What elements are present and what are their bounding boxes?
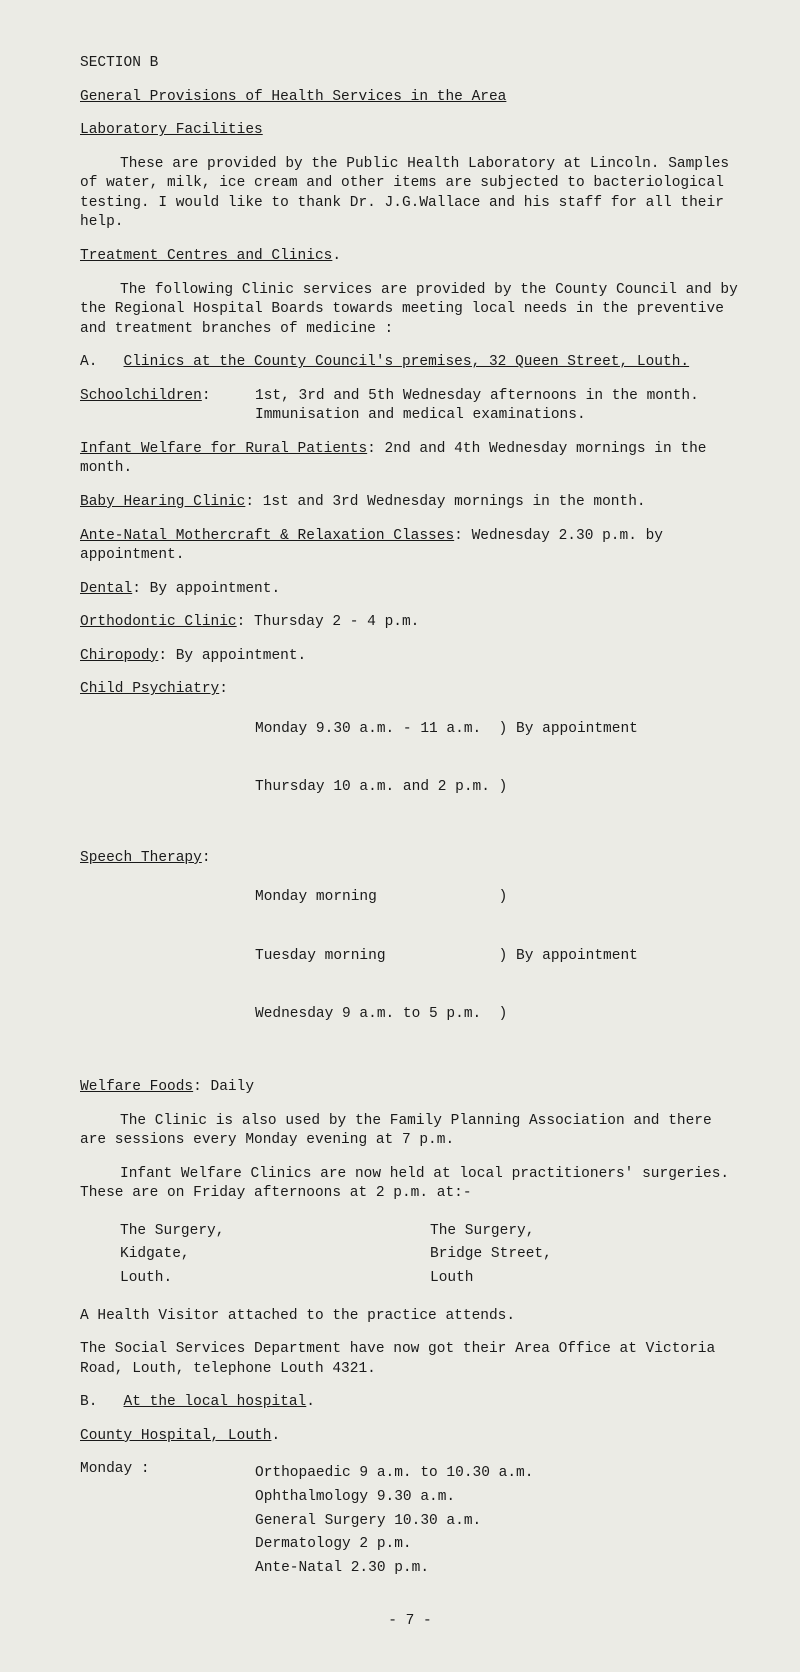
ante-natal-label: Ante-Natal Mothercraft & Relaxation Clas… xyxy=(80,528,454,544)
chiropody-value: : By appointment. xyxy=(158,648,306,664)
monday-line2: Ophthalmology 9.30 a.m. xyxy=(255,1488,740,1508)
speech-line3: Wednesday 9 a.m. to 5 p.m. ) xyxy=(255,1005,740,1025)
infant-welfare-para: Infant Welfare Clinics are now held at l… xyxy=(80,1165,740,1204)
monday-label: Monday : xyxy=(80,1460,255,1582)
welfare-foods-label: Welfare Foods xyxy=(80,1079,193,1095)
baby-hearing-value: : 1st and 3rd Wednesday mornings in the … xyxy=(245,494,645,510)
speech-therapy-label: Speech Therapy xyxy=(80,850,202,866)
chiropody-label: Chiropody xyxy=(80,648,158,664)
clinic-usage-para: The Clinic is also used by the Family Pl… xyxy=(80,1112,740,1151)
section-b-label: B. xyxy=(80,1394,97,1410)
surgery2-line2: Bridge Street, xyxy=(430,1245,740,1265)
schoolchildren-value: 1st, 3rd and 5th Wednesday afternoons in… xyxy=(255,387,740,426)
monday-line4: Dermatology 2 p.m. xyxy=(255,1535,740,1555)
social-services-para: The Social Services Department have now … xyxy=(80,1340,740,1379)
section-title: SECTION B xyxy=(80,54,740,74)
section-a-label: A. xyxy=(80,354,97,370)
monday-line3: General Surgery 10.30 a.m. xyxy=(255,1512,740,1532)
section-a-heading: Clinics at the County Council's premises… xyxy=(124,354,690,370)
treat-intro: The following Clinic services are provid… xyxy=(80,281,740,340)
dental-label: Dental xyxy=(80,581,132,597)
surgery1-line3: Louth. xyxy=(120,1269,430,1289)
surgery2-line3: Louth xyxy=(430,1269,740,1289)
county-hospital-heading: County Hospital, Louth xyxy=(80,1428,271,1444)
health-visitor-para: A Health Visitor attached to the practic… xyxy=(80,1307,740,1327)
surgery1-line2: Kidgate, xyxy=(120,1245,430,1265)
lab-heading: Laboratory Facilities xyxy=(80,122,263,138)
surgery1-line1: The Surgery, xyxy=(120,1222,430,1242)
monday-line1: Orthopaedic 9 a.m. to 10.30 a.m. xyxy=(255,1464,740,1484)
infant-welfare-label: Infant Welfare for Rural Patients xyxy=(80,441,367,457)
orthodontic-value: : Thursday 2 - 4 p.m. xyxy=(237,614,420,630)
speech-line2: Tuesday morning ) By appointment xyxy=(255,947,740,967)
orthodontic-label: Orthodontic Clinic xyxy=(80,614,237,630)
baby-hearing-label: Baby Hearing Clinic xyxy=(80,494,245,510)
child-psych-note: By appointment xyxy=(507,721,638,737)
surgery2-line1: The Surgery, xyxy=(430,1222,740,1242)
treat-heading: Treatment Centres and Clinics xyxy=(80,248,332,264)
page-number: - 7 - xyxy=(80,1612,740,1632)
dental-value: : By appointment. xyxy=(132,581,280,597)
welfare-foods-value: : Daily xyxy=(193,1079,254,1095)
child-psych-label: Child Psychiatry xyxy=(80,681,219,697)
child-psych-line2: Thursday 10 a.m. and 2 p.m. ) xyxy=(255,778,740,798)
child-psych-line1: Monday 9.30 a.m. - 11 a.m. ) xyxy=(255,721,507,737)
section-b-heading: At the local hospital xyxy=(124,1394,307,1410)
monday-line5: Ante-Natal 2.30 p.m. xyxy=(255,1559,740,1579)
schoolchildren-label: Schoolchildren xyxy=(80,388,202,404)
main-title: General Provisions of Health Services in… xyxy=(80,89,506,105)
lab-paragraph: These are provided by the Public Health … xyxy=(80,155,740,233)
speech-line1: Monday morning ) xyxy=(255,888,740,908)
